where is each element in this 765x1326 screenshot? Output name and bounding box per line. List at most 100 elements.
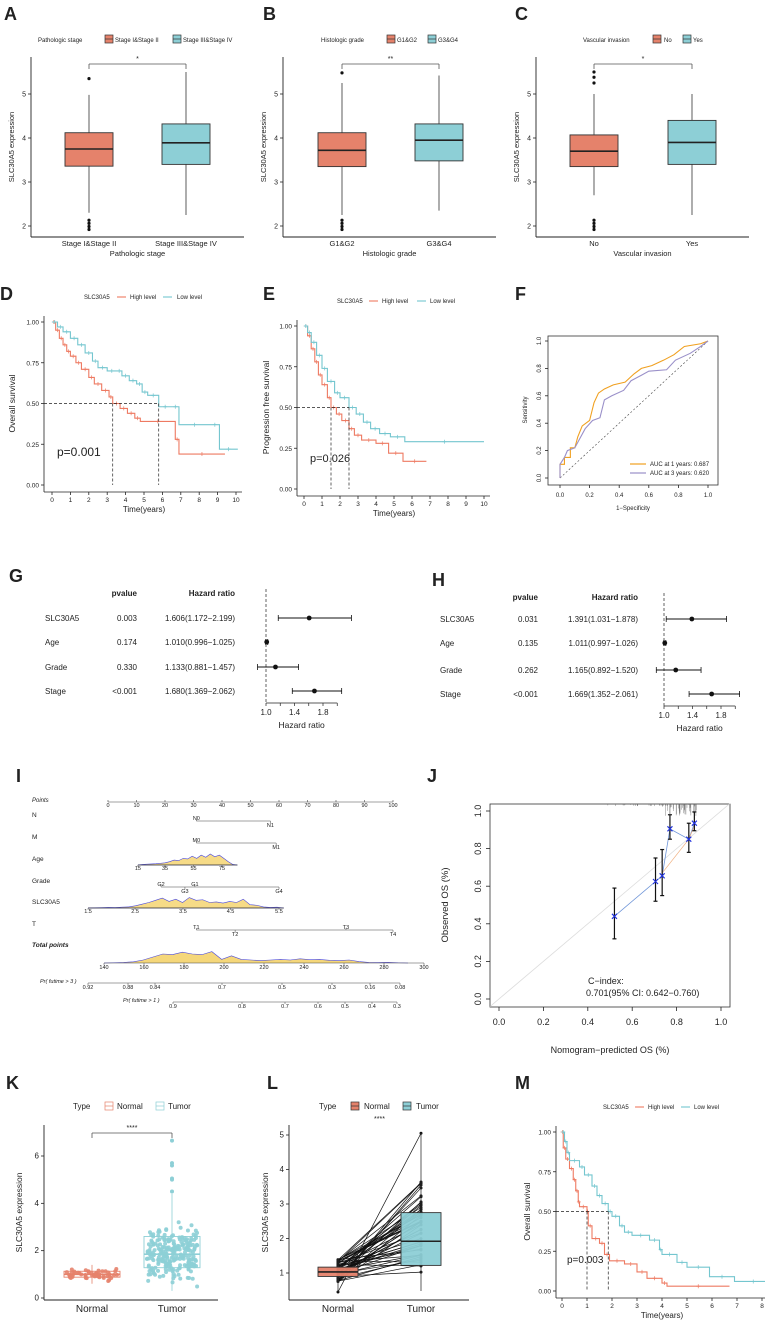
total-points-label: Total points bbox=[32, 942, 69, 949]
x-axis-label: Hazard ratio bbox=[278, 720, 325, 730]
density-outline bbox=[103, 951, 409, 964]
row-pvalue: 0.330 bbox=[117, 663, 138, 672]
x-tick-label: 1.0 bbox=[260, 708, 272, 717]
censor-mark bbox=[586, 1172, 591, 1177]
outlier-point bbox=[592, 218, 596, 222]
jitter-point bbox=[151, 1242, 156, 1247]
total-tick-label: 260 bbox=[339, 965, 348, 971]
x-tick-label: G1&G2 bbox=[329, 239, 354, 248]
censor-mark bbox=[696, 1284, 701, 1289]
legend-label: Normal bbox=[117, 1102, 143, 1111]
x-tick-label: 8 bbox=[760, 1303, 764, 1310]
jitter-point bbox=[178, 1276, 183, 1281]
calibration-point bbox=[611, 913, 618, 920]
row-hazard-ratio: 1.133(0.881−1.457) bbox=[165, 663, 235, 672]
censor-mark bbox=[163, 404, 168, 409]
y-tick-label: 0.25 bbox=[26, 442, 39, 449]
row-label: Age bbox=[440, 639, 455, 648]
x-axis-label: Histologic grade bbox=[363, 249, 417, 258]
row-hazard-ratio: 1.669(1.352−2.061) bbox=[568, 690, 638, 699]
censor-mark bbox=[108, 394, 113, 399]
jitter-point bbox=[192, 1237, 197, 1242]
total-tick-label: 200 bbox=[219, 965, 228, 971]
paired-line bbox=[337, 1184, 422, 1282]
censor-mark bbox=[626, 1230, 631, 1235]
x-tick-label: 0 bbox=[50, 497, 54, 504]
row-tick-label: G1 bbox=[191, 882, 198, 888]
panel-label: I bbox=[16, 766, 21, 786]
column-header-hazard-ratio: Hazard ratio bbox=[189, 589, 235, 598]
censor-mark bbox=[720, 1274, 724, 1279]
censor-mark bbox=[588, 1223, 593, 1228]
x-tick-label: Normal bbox=[322, 1304, 354, 1315]
y-tick-label: 0.75 bbox=[279, 364, 292, 371]
box-iqr bbox=[414, 123, 464, 162]
x-axis-label: Nomogram−predicted OS (%) bbox=[551, 1045, 670, 1055]
y-tick-label: 0.75 bbox=[26, 360, 39, 367]
censor-mark bbox=[72, 336, 77, 341]
y-tick-label: 0.50 bbox=[279, 405, 292, 412]
box-plot-panel-K: K Type Normal Tumor 0 2 4 6 SLC30A5 expression No… bbox=[6, 1073, 218, 1315]
jitter-point bbox=[164, 1261, 169, 1266]
y-tick-label: 1.00 bbox=[26, 320, 39, 327]
outlier-point bbox=[87, 224, 91, 229]
probability-row-label: Pr( futime > 1 ) bbox=[123, 998, 160, 1004]
paired-line bbox=[337, 1195, 422, 1262]
survival-curve-high-level bbox=[304, 325, 427, 462]
p-value-label: p=0.026 bbox=[310, 453, 350, 465]
censor-mark bbox=[121, 406, 126, 411]
censor-mark bbox=[356, 433, 360, 438]
x-tick-label: 5 bbox=[392, 501, 396, 508]
censor-mark bbox=[314, 359, 319, 364]
km-plot-panel-D: D SLC30A5 High level Low level 0 1 2 3 4 5 6 7 8 9 10 0… bbox=[0, 284, 242, 514]
jitter-point bbox=[174, 1247, 179, 1252]
density-outline bbox=[137, 853, 238, 866]
censor-mark bbox=[615, 1258, 619, 1263]
x-tick-label: Yes bbox=[686, 239, 698, 248]
row-pvalue: 0.174 bbox=[117, 638, 138, 647]
outlier-point bbox=[592, 70, 596, 74]
censor-mark bbox=[311, 346, 315, 351]
jitter-point bbox=[150, 1250, 155, 1255]
plot-frame bbox=[547, 335, 719, 486]
x-tick-label: 1.8 bbox=[715, 711, 727, 720]
y-tick-label: 2 bbox=[35, 1246, 40, 1255]
censor-mark bbox=[576, 1199, 581, 1204]
y-tick-label: 0.00 bbox=[26, 483, 39, 490]
jitter-point bbox=[181, 1256, 186, 1261]
censor-mark bbox=[62, 342, 67, 347]
x-tick-label: 0.6 bbox=[645, 493, 654, 499]
points-tick-label: 30 bbox=[190, 803, 196, 809]
censor-mark bbox=[109, 368, 114, 373]
panel-label: C bbox=[515, 4, 528, 24]
outlier-point bbox=[87, 77, 91, 81]
jitter-point bbox=[171, 1233, 176, 1238]
x-tick-label: 1 bbox=[585, 1303, 589, 1310]
x-tick-label: 8 bbox=[197, 497, 201, 504]
jitter-point bbox=[156, 1268, 161, 1273]
jitter-point bbox=[171, 1276, 176, 1281]
hazard-ratio-point bbox=[273, 664, 278, 670]
points-tick-label: 10 bbox=[133, 803, 139, 809]
jitter-point bbox=[186, 1267, 191, 1272]
censor-mark bbox=[329, 379, 333, 384]
total-tick-label: 300 bbox=[419, 965, 428, 971]
legend-title: Type bbox=[73, 1102, 91, 1111]
jitter-point bbox=[77, 1271, 82, 1276]
nomogram-panel-I: I Points 0 10 20 30 40 50 60 70 80 90 100 N N0 N1 M M0 M1 A… bbox=[16, 766, 429, 1010]
x-axis-label: Time(years) bbox=[641, 1311, 684, 1320]
row-tick-label: G2 bbox=[157, 882, 164, 888]
censor-mark bbox=[696, 1265, 701, 1270]
legend-label: AUC at 3 years: 0.620 bbox=[650, 471, 710, 477]
box-iqr bbox=[400, 1212, 442, 1266]
hazard-ratio-point bbox=[312, 688, 317, 694]
jitter-point bbox=[162, 1238, 167, 1243]
row-tick-label: T4 bbox=[390, 932, 396, 938]
hazard-ratio-point bbox=[306, 615, 312, 621]
outlier-point bbox=[592, 75, 596, 79]
censor-mark bbox=[412, 459, 417, 464]
outlier-point bbox=[340, 218, 344, 222]
probability-tick-label: 0.3 bbox=[393, 1004, 401, 1010]
y-tick-label: 0.50 bbox=[538, 1209, 551, 1216]
